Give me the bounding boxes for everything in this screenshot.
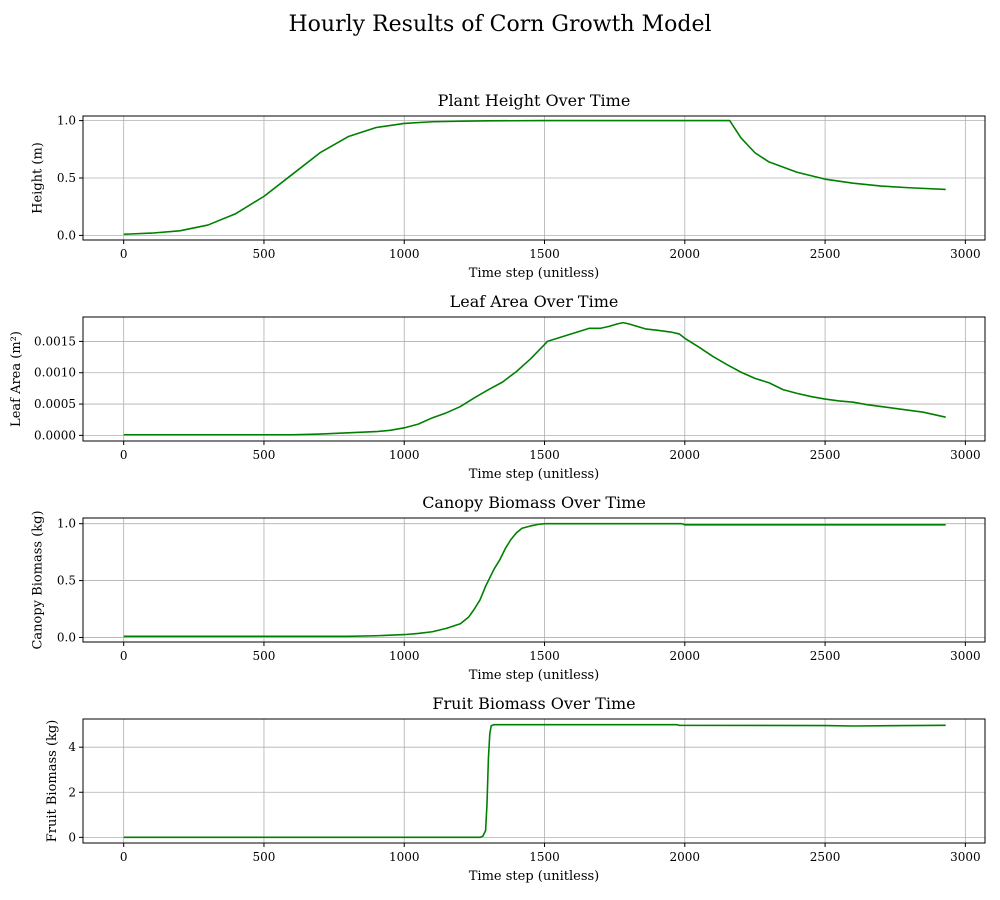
canopy-biomass-x-tick-label: 500 <box>253 649 276 663</box>
height-title: Plant Height Over Time <box>438 91 631 110</box>
height-subplot: 0 500 1000 1500 2000 2500 3000 0.0 0.5 1.0 Plant H… <box>30 91 986 281</box>
leaf-area-series-line <box>123 321 946 436</box>
fruit-biomass-axes-frame <box>82 718 986 844</box>
canopy-biomass-x-tick-label: 2000 <box>670 649 701 663</box>
canopy-biomass-x-tick-label: 1000 <box>389 649 420 663</box>
canopy-biomass-series-line <box>123 522 946 638</box>
canopy-biomass-y-axis-label: Canopy Biomass (kg) <box>30 510 45 649</box>
height-x-tick-label: 500 <box>253 247 276 261</box>
fruit-biomass-x-tick-label: 500 <box>253 850 276 864</box>
leaf-area-x-axis-label: Time step (unitless) <box>469 467 600 482</box>
leaf-area-x-tick-label: 0 <box>120 448 128 462</box>
height-y-tick-label: 0.0 <box>57 228 76 242</box>
canopy-biomass-y-tick-label: 1.0 <box>57 517 76 531</box>
canopy-biomass-x-tick-label: 3000 <box>950 649 981 663</box>
canopy-biomass-subplot: 0 500 1000 1500 2000 2500 3000 0.0 0.5 1.0 Canopy … <box>30 493 986 683</box>
leaf-area-title: Leaf Area Over Time <box>450 292 619 311</box>
leaf-area-x-tick-label: 1000 <box>389 448 420 462</box>
fruit-biomass-x-tick-label: 2500 <box>810 850 841 864</box>
fruit-biomass-y-tick-label: 2 <box>68 785 76 799</box>
fruit-biomass-y-tick-label: 0 <box>68 830 76 844</box>
leaf-area-y-tick-label: 0.0010 <box>34 366 76 380</box>
canopy-biomass-x-tick-label: 1500 <box>529 649 560 663</box>
leaf-area-axes-frame <box>82 316 986 442</box>
canopy-biomass-title: Canopy Biomass Over Time <box>422 493 646 512</box>
fruit-biomass-x-tick-label: 1000 <box>389 850 420 864</box>
height-x-tick-label: 0 <box>120 247 128 261</box>
canopy-biomass-x-tick-label: 0 <box>120 649 128 663</box>
canopy-biomass-x-axis-label: Time step (unitless) <box>469 668 600 683</box>
fruit-biomass-series-line <box>123 723 946 839</box>
height-x-tick-label: 2000 <box>670 247 701 261</box>
leaf-area-y-axis-label: Leaf Area (m²) <box>9 331 24 427</box>
height-y-tick-label: 1.0 <box>57 114 76 128</box>
leaf-area-x-tick-label: 2500 <box>810 448 841 462</box>
height-x-tick-label: 1000 <box>389 247 420 261</box>
fruit-biomass-x-tick-label: 3000 <box>950 850 981 864</box>
leaf-area-subplot: 0 500 1000 1500 2000 2500 3000 0.0000 0.0005 0.00… <box>9 292 986 482</box>
height-x-tick-label: 1500 <box>529 247 560 261</box>
height-x-tick-label: 3000 <box>950 247 981 261</box>
height-y-tick-label: 0.5 <box>57 171 76 185</box>
fruit-biomass-x-tick-label: 1500 <box>529 850 560 864</box>
fruit-biomass-subplot: 0 500 1000 1500 2000 2500 3000 0 2 4 Fruit Biomass… <box>45 694 986 884</box>
height-x-tick-label: 2500 <box>810 247 841 261</box>
fruit-biomass-x-tick-label: 0 <box>120 850 128 864</box>
leaf-area-y-tick-label: 0.0015 <box>34 334 76 348</box>
canopy-biomass-x-tick-label: 2500 <box>810 649 841 663</box>
fruit-biomass-y-tick-label: 4 <box>68 740 76 754</box>
fruit-biomass-title: Fruit Biomass Over Time <box>432 694 635 713</box>
height-series-line <box>123 119 946 236</box>
leaf-area-x-tick-label: 3000 <box>950 448 981 462</box>
fruit-biomass-x-axis-label: Time step (unitless) <box>469 869 600 884</box>
leaf-area-y-tick-label: 0.0000 <box>34 428 76 442</box>
height-x-axis-label: Time step (unitless) <box>469 266 600 281</box>
leaf-area-y-tick-label: 0.0005 <box>34 397 76 411</box>
canopy-biomass-y-tick-label: 0.5 <box>57 574 76 588</box>
canopy-biomass-y-tick-label: 0.0 <box>57 630 76 644</box>
leaf-area-x-tick-label: 2000 <box>670 448 701 462</box>
fruit-biomass-y-axis-label: Fruit Biomass (kg) <box>45 720 60 843</box>
figure-title: Hourly Results of Corn Growth Model <box>288 12 712 37</box>
leaf-area-x-tick-label: 1500 <box>529 448 560 462</box>
leaf-area-x-tick-label: 500 <box>253 448 276 462</box>
fruit-biomass-x-tick-label: 2000 <box>670 850 701 864</box>
canopy-biomass-axes-frame <box>82 517 986 643</box>
height-y-axis-label: Height (m) <box>30 142 45 214</box>
